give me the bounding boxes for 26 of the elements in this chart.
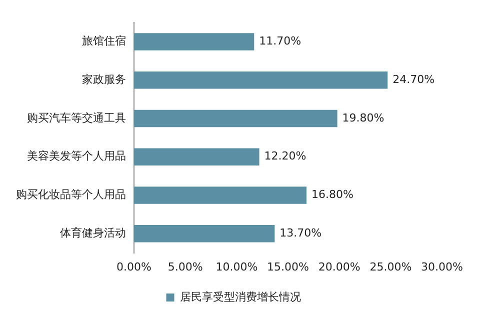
x-tick-label: 25.00% <box>370 260 412 274</box>
x-tick-label: 10.00% <box>216 260 258 274</box>
y-tick-label: 旅馆住宿 <box>82 34 126 48</box>
data-label: 12.20% <box>264 150 306 163</box>
y-tick-label: 家政服务 <box>82 73 126 86</box>
y-tick-label: 美容美发等个人用品 <box>27 150 126 163</box>
y-tick-label: 购买化妆品等个人用品 <box>16 188 126 202</box>
bar <box>134 110 338 128</box>
x-tick-label: 0.00% <box>116 260 152 274</box>
x-tick-label: 15.00% <box>267 260 309 274</box>
data-label: 24.70% <box>392 73 435 86</box>
y-tick-label: 购买汽车等交通工具 <box>27 111 126 124</box>
bar <box>134 148 260 166</box>
data-label: 13.70% <box>280 226 322 240</box>
x-tick-label: 30.00% <box>421 260 464 274</box>
data-label: 11.70% <box>259 34 302 48</box>
y-tick-label: 体育健身活动 <box>60 226 126 240</box>
bar <box>134 33 254 50</box>
bar <box>134 224 275 242</box>
bar <box>134 72 388 89</box>
data-label: 19.80% <box>342 111 384 124</box>
x-tick-label: 5.00% <box>168 260 203 274</box>
x-tick-label: 20.00% <box>318 260 360 274</box>
legend-label: 居民享受型消费增长情况 <box>180 290 301 304</box>
bar <box>134 186 306 204</box>
data-label: 16.80% <box>311 188 354 202</box>
